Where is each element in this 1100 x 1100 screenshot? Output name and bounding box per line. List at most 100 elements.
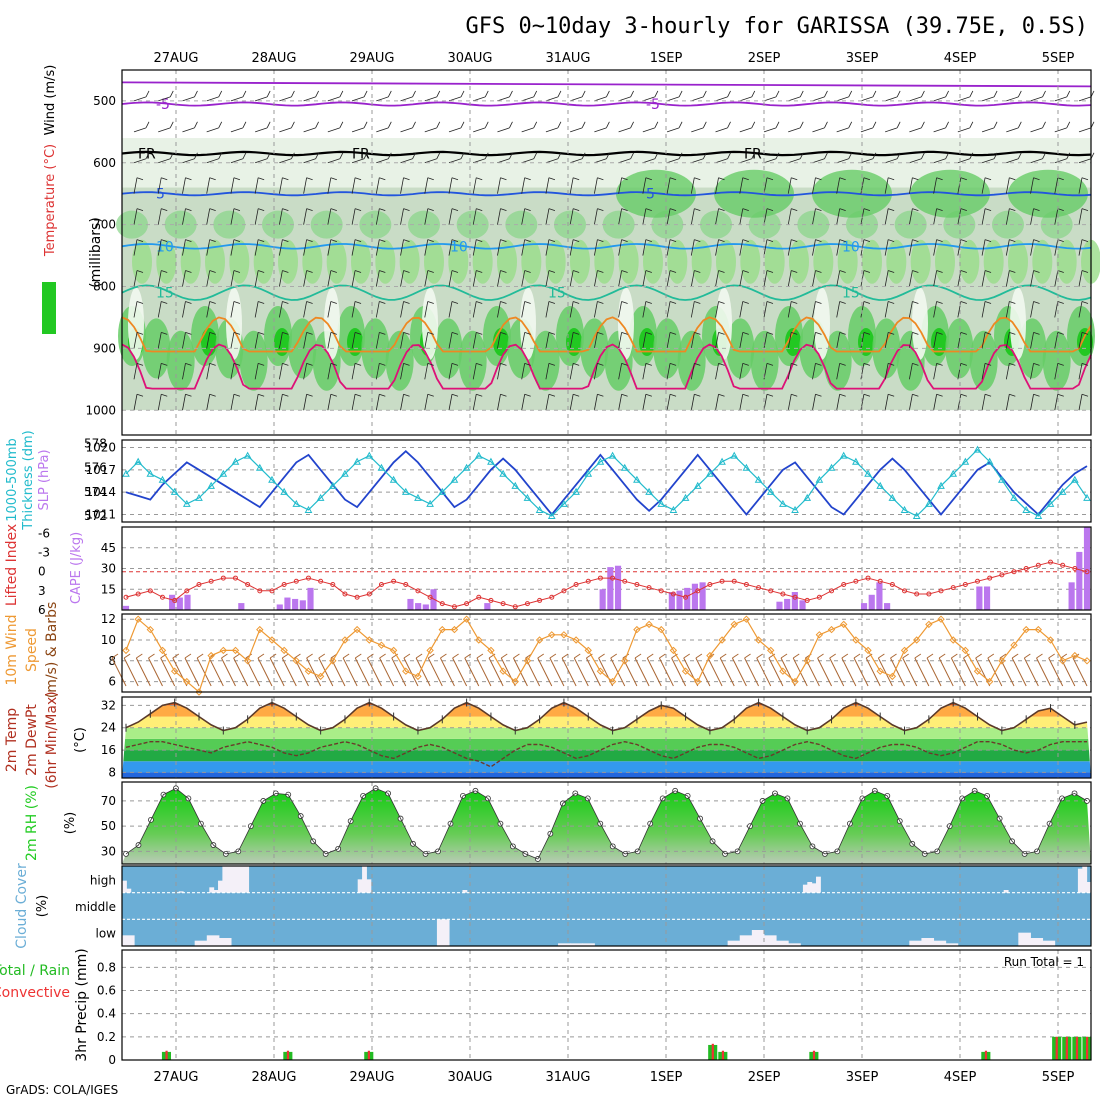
cape-bar: [422, 604, 429, 610]
date-label-top: 5SEP: [1042, 51, 1075, 66]
thickness-point: [377, 463, 386, 471]
thickness-point: [681, 493, 690, 501]
wind-point: [122, 646, 130, 655]
axis-label: (°C): [73, 727, 88, 753]
cloud-cell: [209, 887, 215, 893]
thickness-point: [925, 499, 933, 507]
cloud-cell: [218, 880, 223, 893]
thickness-point: [985, 457, 994, 465]
thickness-tick: 576: [84, 461, 107, 475]
thickness-point: [280, 487, 288, 495]
thickness-point: [328, 481, 337, 489]
li-tick: -3: [38, 546, 50, 560]
li-point: [123, 594, 129, 600]
thickness-point: [401, 487, 410, 495]
dewpoint-line: [125, 740, 1087, 768]
thickness-point: [316, 493, 325, 501]
thickness-point: [134, 457, 143, 465]
wind-point: [742, 615, 751, 623]
wind-point: [779, 667, 787, 675]
cloud-cell: [1003, 890, 1009, 893]
thickness-tick: 574: [84, 485, 107, 499]
contour-20: [121, 316, 1092, 353]
thickness-point: [365, 451, 374, 459]
cape-bar: [415, 603, 422, 610]
thickness-point: [742, 463, 751, 471]
thickness-point: [499, 469, 507, 477]
li-point: [683, 594, 689, 600]
wind-point: [438, 625, 446, 634]
li-point: [829, 588, 835, 594]
thickness-point: [693, 481, 702, 489]
cloud-cell: [727, 940, 741, 946]
wind-point: [231, 646, 240, 655]
wind-point: [669, 646, 678, 655]
thickness-point: [146, 469, 155, 477]
cloud-cell: [462, 890, 468, 893]
cloud-cell: [807, 882, 813, 893]
wind-point: [876, 667, 884, 675]
contour-label: 10: [450, 239, 468, 255]
cloud-cell: [558, 943, 571, 946]
thickness-point: [511, 481, 520, 489]
wind-point: [621, 657, 629, 665]
li-point: [999, 572, 1005, 578]
date-label-top: 29AUG: [349, 51, 394, 66]
thickness-point: [706, 469, 714, 477]
wind-point: [462, 615, 471, 623]
date-label-top: 2SEP: [748, 51, 781, 66]
thickness-point: [535, 505, 544, 513]
rh-tick: 50: [101, 819, 116, 833]
wind-point: [1022, 625, 1030, 634]
date-label-bottom: 4SEP: [944, 1070, 977, 1085]
cloud-cell: [816, 876, 821, 893]
date-label-bottom: 30AUG: [447, 1070, 492, 1085]
thickness-point: [876, 481, 885, 489]
cloud-cell: [1018, 932, 1031, 946]
wind-point: [754, 636, 763, 644]
axis-label: (m/s) & Barbs: [44, 602, 60, 699]
slp-tick: 1011: [85, 508, 116, 522]
wind-point: [256, 625, 264, 634]
thickness-point: [973, 445, 982, 453]
conv-bar: [286, 1050, 290, 1060]
cloud-cell: [178, 891, 184, 893]
contour--5: [121, 101, 1092, 107]
credit-label: GrADS: COLA/IGES: [6, 1083, 118, 1097]
wind-point: [560, 631, 568, 639]
date-label-bottom: 28AUG: [251, 1070, 296, 1085]
wind-line: [125, 618, 1088, 694]
date-label-bottom: 2SEP: [748, 1070, 781, 1085]
pressure-tick: 500: [93, 94, 116, 108]
thickness-tick: 572: [84, 509, 107, 523]
contour-label: FR: [744, 147, 762, 163]
thickness-point: [255, 463, 264, 471]
axis-label: (millibars): [88, 217, 104, 288]
li-point: [391, 578, 397, 584]
cloud-cell: [366, 879, 372, 893]
thickness-point: [620, 463, 629, 471]
cape-bar: [699, 582, 706, 610]
wind-point: [1071, 651, 1079, 660]
thickness-point: [462, 463, 471, 471]
cloud-cell: [194, 940, 208, 946]
thickness-point: [657, 499, 666, 507]
cloud-cell: [239, 866, 245, 893]
li-point: [1023, 566, 1029, 571]
cloud-cell: [231, 866, 236, 893]
date-label-top: 1SEP: [650, 51, 683, 66]
li-point: [245, 581, 251, 587]
cloud-cell: [1086, 882, 1092, 893]
wind-point: [645, 620, 653, 629]
rh-area: [122, 788, 1091, 864]
thickness-point: [839, 451, 848, 459]
date-label-bottom: 5SEP: [1042, 1070, 1075, 1085]
precip-total-label: Total / Rain: [0, 963, 70, 979]
cape-bar: [122, 605, 130, 610]
cloud-cell: [244, 866, 250, 893]
axis-label: Cloud Cover: [14, 863, 30, 949]
cloud-cell: [1030, 938, 1044, 946]
wind-point: [426, 646, 434, 655]
cape-bar: [607, 567, 614, 610]
date-label-bottom: 1SEP: [650, 1070, 683, 1085]
